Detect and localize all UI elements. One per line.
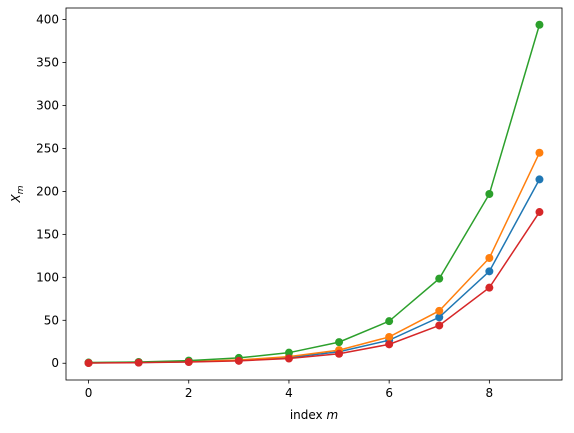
point	[385, 340, 394, 349]
x-tick-label: 6	[385, 386, 393, 400]
point	[284, 354, 293, 363]
point	[284, 348, 293, 357]
x-tick-label: 4	[285, 386, 293, 400]
y-tick-label: 350	[36, 56, 59, 70]
x-tick-label: 2	[185, 386, 193, 400]
y-axis-label: Xm	[9, 185, 26, 203]
point	[485, 283, 494, 292]
point	[485, 190, 494, 198]
point	[234, 356, 243, 365]
y-tick-label: 250	[36, 141, 59, 155]
point	[335, 338, 344, 347]
x-axis-label: index m	[290, 408, 338, 422]
point	[485, 267, 494, 276]
point	[335, 349, 344, 358]
point	[485, 254, 494, 263]
series-line	[88, 24, 541, 364]
series-line	[88, 211, 541, 364]
y-tick-label: 50	[44, 313, 59, 327]
point	[385, 317, 394, 326]
y-tick-label: 100	[36, 270, 59, 284]
point	[535, 175, 544, 184]
series-line	[88, 152, 541, 364]
point	[535, 208, 544, 217]
y-tick-label: 300	[36, 99, 59, 113]
x-tick-label: 0	[85, 386, 93, 400]
y-tick-label: 200	[36, 184, 59, 198]
y-tick-label: 150	[36, 227, 59, 241]
y-tick-label: 400	[36, 13, 59, 27]
point	[435, 274, 444, 283]
point	[184, 358, 193, 367]
point	[385, 332, 394, 341]
y-tick-label: 0	[51, 356, 59, 370]
point	[435, 313, 444, 322]
point	[435, 321, 444, 330]
series-line	[88, 179, 541, 364]
x-tick-label: 8	[486, 386, 494, 400]
point	[535, 20, 544, 29]
point	[84, 358, 93, 367]
point	[435, 306, 444, 315]
point	[535, 148, 544, 157]
point	[134, 358, 143, 367]
axes-frame	[65, 7, 563, 381]
